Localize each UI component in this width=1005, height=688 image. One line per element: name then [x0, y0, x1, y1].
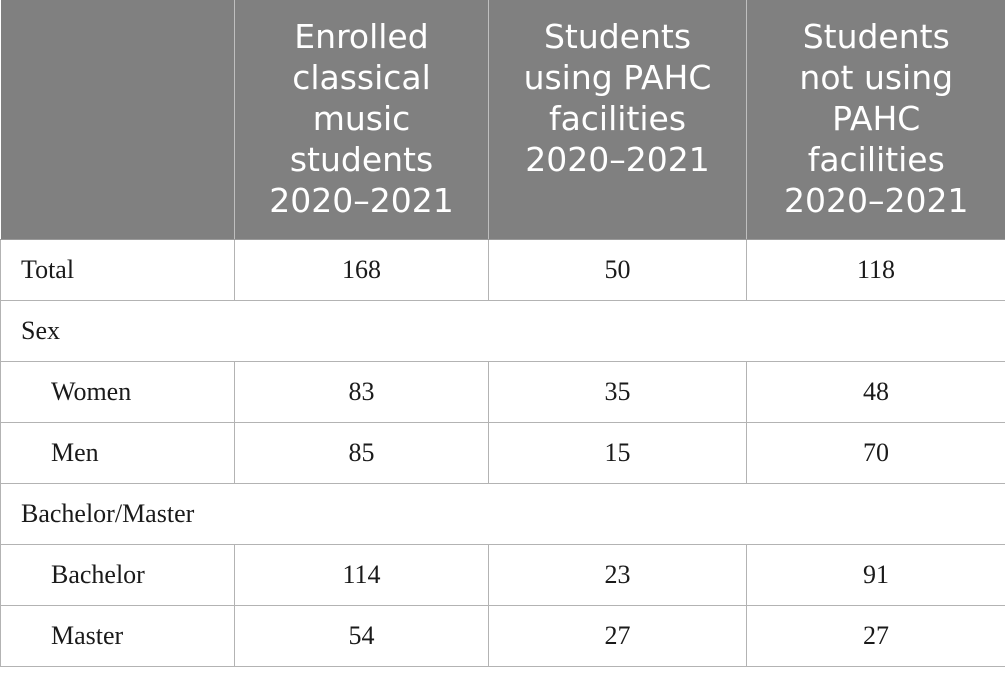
cell-enrolled: 83 — [234, 360, 489, 423]
table-row-section-degree: Bachelor/Master — [0, 482, 1005, 545]
cell-using: 15 — [488, 421, 747, 484]
table-row-total: Total 168 50 118 — [0, 238, 1005, 301]
cell-enrolled: 114 — [234, 543, 489, 606]
header-line: classical — [292, 58, 431, 97]
cell-not-using: 91 — [746, 543, 1005, 606]
header-line: facilities — [548, 99, 687, 138]
header-line: 2020–2021 — [784, 181, 969, 220]
header-row: Enrolled classical music students 2020–2… — [0, 0, 1005, 240]
header-line: PAHC — [832, 99, 921, 138]
row-label: Total — [0, 238, 235, 301]
table-row-men: Men 85 15 70 — [0, 421, 1005, 484]
row-label: Women — [0, 360, 235, 423]
header-line: Enrolled — [294, 17, 429, 56]
header-line: not using — [799, 58, 954, 97]
cell-not-using: 27 — [746, 604, 1005, 667]
cell-enrolled: 54 — [234, 604, 489, 667]
row-label: Men — [0, 421, 235, 484]
table-row-bachelor: Bachelor 114 23 91 — [0, 543, 1005, 606]
section-label: Sex — [0, 299, 1005, 362]
cell-not-using: 70 — [746, 421, 1005, 484]
cell-not-using: 118 — [746, 238, 1005, 301]
table-header: Enrolled classical music students 2020–2… — [0, 0, 1005, 240]
header-line: facilities — [807, 140, 945, 179]
header-line: 2020–2021 — [269, 181, 454, 220]
cell-using: 35 — [488, 360, 747, 423]
header-empty-cell — [0, 0, 235, 240]
header-line: students — [289, 140, 434, 179]
student-table: Enrolled classical music students 2020–2… — [0, 0, 1005, 667]
row-label: Master — [0, 604, 235, 667]
cell-enrolled: 85 — [234, 421, 489, 484]
table-row-master: Master 54 27 27 — [0, 604, 1005, 667]
cell-using: 50 — [488, 238, 747, 301]
table-row-section-sex: Sex — [0, 299, 1005, 362]
header-line: 2020–2021 — [525, 140, 710, 179]
header-line: music — [312, 99, 411, 138]
cell-using: 27 — [488, 604, 747, 667]
cell-using: 23 — [488, 543, 747, 606]
header-line: Students — [543, 17, 692, 56]
header-line: using PAHC — [523, 58, 712, 97]
header-students-using: Students using PAHC facilities 2020–2021 — [488, 0, 747, 240]
cell-enrolled: 168 — [234, 238, 489, 301]
table-row-women: Women 83 35 48 — [0, 360, 1005, 423]
section-label: Bachelor/Master — [0, 482, 1005, 545]
header-enrolled-students: Enrolled classical music students 2020–2… — [234, 0, 489, 240]
table-body: Total 168 50 118 Sex Women 83 35 48 Men … — [0, 238, 1005, 667]
header-students-not-using: Students not using PAHC facilities 2020–… — [746, 0, 1005, 240]
header-line: Students — [802, 17, 950, 56]
row-label: Bachelor — [0, 543, 235, 606]
cell-not-using: 48 — [746, 360, 1005, 423]
